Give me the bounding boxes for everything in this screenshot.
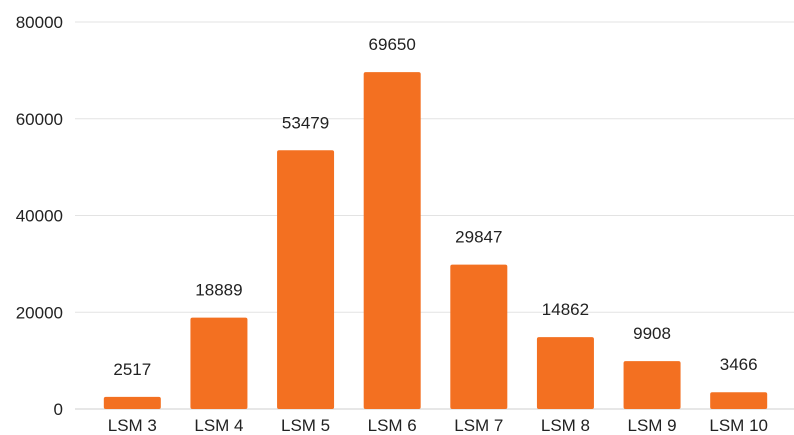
- x-tick-label: LSM 5: [281, 416, 330, 435]
- data-label: 2517: [113, 360, 151, 379]
- data-label: 18889: [195, 281, 242, 300]
- data-label: 29847: [455, 228, 502, 247]
- x-tick-label: LSM 8: [541, 416, 590, 435]
- y-tick-label: 80000: [16, 13, 63, 32]
- gridlines: [75, 21, 794, 410]
- y-axis-ticks: 0 20000 40000 60000 80000: [16, 13, 63, 419]
- bar: [363, 72, 421, 410]
- y-tick-label: 0: [54, 400, 63, 419]
- x-tick-label: LSM 7: [454, 416, 503, 435]
- bar: [190, 317, 248, 409]
- bar: [103, 396, 161, 409]
- bars: [103, 72, 768, 410]
- x-tick-label: LSM 4: [194, 416, 243, 435]
- bar: [536, 337, 594, 409]
- bar: [450, 264, 508, 409]
- data-label: 53479: [282, 113, 329, 132]
- x-tick-label: LSM 9: [627, 416, 676, 435]
- y-tick-label: 40000: [16, 207, 63, 226]
- bar: [710, 392, 768, 409]
- x-tick-label: LSM 6: [368, 416, 417, 435]
- bar: [623, 361, 681, 409]
- data-labels: 2517 18889 53479 69650 29847 14862 9908 3466: [113, 35, 757, 379]
- data-label: 9908: [633, 324, 671, 343]
- bar: [277, 150, 335, 409]
- x-axis-labels: LSM 3 LSM 4 LSM 5 LSM 6 LSM 7 LSM 8 LSM 9 LSM 1…: [108, 416, 768, 435]
- y-tick-label: 20000: [16, 303, 63, 322]
- data-label: 3466: [720, 355, 758, 374]
- data-label: 14862: [542, 300, 589, 319]
- x-tick-label: LSM 10: [709, 416, 768, 435]
- y-tick-label: 60000: [16, 110, 63, 129]
- data-label: 69650: [369, 35, 416, 54]
- x-tick-label: LSM 3: [108, 416, 157, 435]
